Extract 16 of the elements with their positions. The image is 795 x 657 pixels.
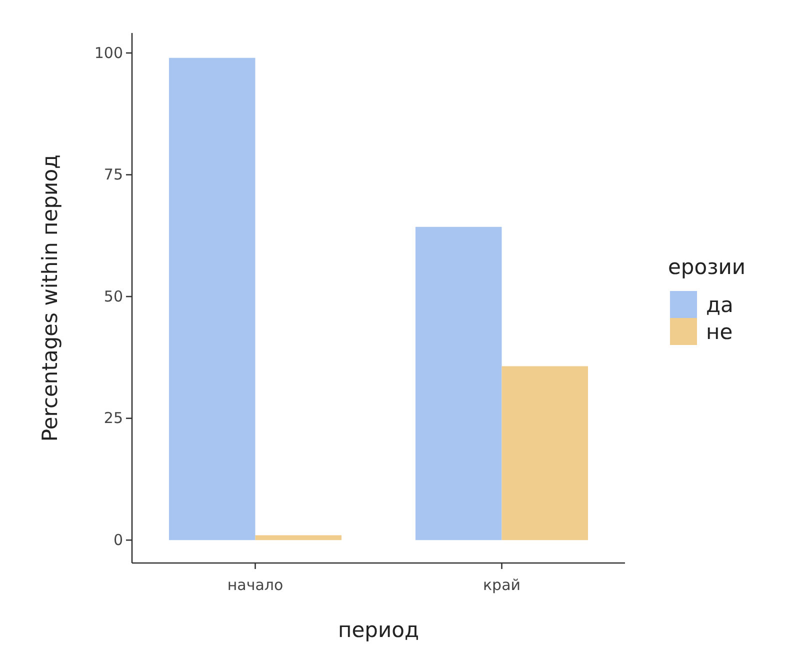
bar	[168, 58, 256, 540]
bar	[255, 535, 342, 540]
y-tick-label: 50	[104, 287, 123, 306]
y-tick-label: 75	[104, 166, 123, 184]
y-tick-label: 0	[113, 530, 123, 549]
legend-label: да	[706, 293, 734, 317]
y-tick-label: 25	[104, 409, 123, 428]
x-tick-label: край	[482, 576, 521, 594]
bar	[502, 366, 588, 540]
y-axis-title: Percentages within период	[38, 154, 62, 442]
y-tick-label: 100	[94, 44, 123, 62]
x-axis-title: период	[338, 618, 419, 642]
legend-label: не	[706, 320, 733, 344]
x-tick-label: начало	[227, 576, 284, 594]
bar	[415, 226, 502, 540]
legend-title: ерозии	[668, 255, 746, 279]
